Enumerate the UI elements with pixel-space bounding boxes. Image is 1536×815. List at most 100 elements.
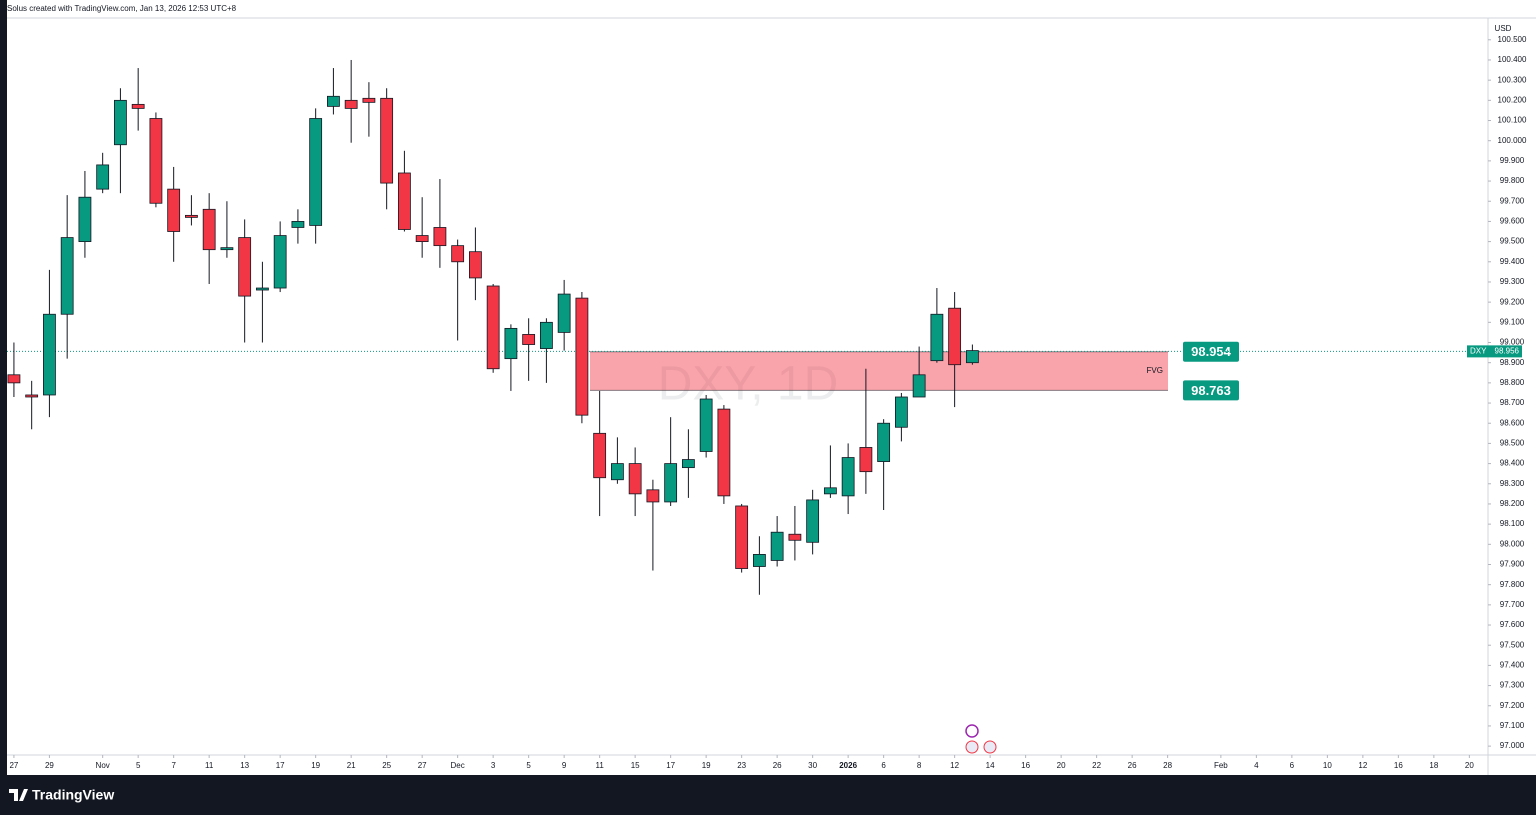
price-tag-value: 98.956	[1495, 346, 1520, 355]
x-tick-label: 2026	[839, 761, 857, 770]
price-tag	[1467, 345, 1522, 358]
x-tick-label: 11	[595, 761, 604, 770]
candle-body	[415, 235, 429, 243]
x-tick-label: 6	[1290, 761, 1295, 770]
candle-body	[522, 334, 536, 345]
candle-body	[735, 505, 749, 569]
y-tick-label: 100.400	[1498, 55, 1527, 64]
candle-body	[486, 285, 500, 370]
y-tick-label: 100.000	[1498, 136, 1527, 145]
zone-price-box	[1183, 380, 1239, 401]
y-tick-label: 99.200	[1500, 297, 1525, 306]
candle-body	[202, 208, 216, 251]
candle-body	[841, 457, 855, 497]
candle-body	[664, 463, 678, 503]
x-tick-label: 12	[950, 761, 959, 770]
brand: TradingView	[32, 787, 114, 803]
candle-body	[43, 313, 56, 396]
candle-body	[7, 374, 21, 384]
footer-bar	[0, 775, 1536, 815]
y-tick-label: 97.000	[1500, 741, 1525, 750]
candle-body	[504, 327, 518, 360]
candle-body	[823, 487, 837, 495]
candle-body	[628, 463, 642, 495]
x-tick-label: 22	[1092, 761, 1101, 770]
candle-body	[877, 422, 891, 462]
candle-body	[451, 245, 465, 263]
candle-body	[575, 297, 589, 416]
x-tick-label: 25	[382, 761, 391, 770]
y-tick-label: 99.800	[1500, 176, 1525, 185]
y-tick-label: 98.200	[1500, 499, 1525, 508]
candle-body	[770, 531, 784, 561]
x-tick-label: 20	[1057, 761, 1066, 770]
y-tick-label: 97.200	[1500, 701, 1525, 710]
candle-body	[291, 221, 305, 228]
candle-body	[78, 196, 92, 243]
candle-body	[717, 408, 731, 497]
y-tick-label: 97.800	[1500, 580, 1525, 589]
candle-body	[114, 99, 127, 146]
x-tick-label: Nov	[96, 761, 110, 770]
candle-body	[930, 313, 944, 362]
candle-body	[167, 188, 181, 232]
candle-body	[25, 394, 39, 398]
watermark: DXY, 1D	[658, 358, 839, 411]
x-tick-label: Dec	[451, 761, 465, 770]
y-tick-label: 97.700	[1500, 600, 1525, 609]
candle-body	[948, 307, 962, 366]
x-tick-label: 19	[702, 761, 711, 770]
candle-body	[60, 237, 74, 315]
y-tick-label: 97.400	[1500, 661, 1525, 670]
x-tick-label: 14	[986, 761, 995, 770]
candle-body	[238, 237, 252, 297]
left-frame	[0, 0, 7, 815]
x-tick-label: 26	[1128, 761, 1137, 770]
candle-body	[131, 103, 145, 109]
candle-body	[469, 251, 482, 279]
y-tick-label: 97.300	[1500, 681, 1525, 690]
y-tick-label: 98.000	[1500, 539, 1525, 548]
y-tick-label: 97.500	[1500, 640, 1525, 649]
y-tick-label: 99.700	[1500, 196, 1525, 205]
x-tick-label: 16	[1021, 761, 1030, 770]
footer-logo: TradingView	[9, 787, 114, 803]
x-tick-label: 23	[737, 761, 746, 770]
x-tick-label: 12	[1358, 761, 1367, 770]
y-tick-label: 99.600	[1500, 217, 1525, 226]
event-icon	[983, 740, 997, 754]
x-tick-label: 30	[808, 761, 817, 770]
y-tick-label: 97.600	[1500, 620, 1525, 629]
x-tick-label: 17	[666, 761, 675, 770]
x-tick-label: 28	[1163, 761, 1172, 770]
x-tick-label: 3	[491, 761, 496, 770]
event-icons	[965, 724, 997, 754]
candle-body	[965, 350, 979, 364]
y-tick-label: 99.900	[1500, 156, 1525, 165]
x-tick-label: 16	[1394, 761, 1403, 770]
x-tick-label: 17	[276, 761, 285, 770]
x-tick-label: 9	[562, 761, 567, 770]
y-tick-label: 100.100	[1498, 116, 1527, 125]
zone-price-label: 98.954	[1191, 344, 1232, 359]
x-tick-label: Feb	[1214, 761, 1228, 770]
x-tick-label: 10	[1323, 761, 1332, 770]
x-tick-label: 11	[205, 761, 214, 770]
candle-body	[540, 321, 553, 349]
candle-body	[699, 398, 713, 452]
zone	[590, 351, 1168, 391]
candle-body	[256, 287, 269, 291]
candle-body	[912, 374, 926, 398]
y-tick-label: 99.100	[1500, 317, 1525, 326]
event-icon	[965, 740, 979, 754]
y-tick-label: 98.900	[1500, 358, 1525, 367]
x-tick-label: 5	[526, 761, 531, 770]
candle-body	[646, 489, 660, 503]
candle-body	[681, 459, 695, 469]
y-tick-label: 98.400	[1500, 459, 1525, 468]
y-tick-label: 97.100	[1500, 721, 1525, 730]
x-tick-label: 8	[917, 761, 922, 770]
y-tick-label: 98.500	[1500, 439, 1525, 448]
x-tick-label: 21	[347, 761, 356, 770]
